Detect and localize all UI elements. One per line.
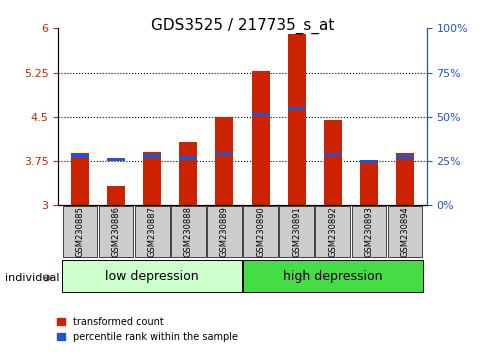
Text: individual: individual (5, 273, 59, 283)
FancyBboxPatch shape (315, 206, 349, 257)
FancyBboxPatch shape (242, 260, 423, 292)
Bar (251, 113, 269, 116)
Bar (143, 154, 161, 158)
Legend: transformed count, percentile rank within the sample: transformed count, percentile rank withi… (53, 313, 241, 346)
Bar (71, 154, 89, 158)
Text: GSM230891: GSM230891 (291, 206, 301, 257)
Bar (179, 142, 197, 205)
Bar (323, 120, 341, 205)
Bar (143, 152, 161, 205)
Bar (215, 152, 233, 155)
FancyBboxPatch shape (351, 206, 386, 257)
Bar (251, 71, 269, 205)
Text: GSM230887: GSM230887 (147, 206, 156, 257)
Bar (359, 160, 377, 205)
Bar (215, 117, 233, 205)
FancyBboxPatch shape (62, 206, 97, 257)
FancyBboxPatch shape (207, 206, 242, 257)
FancyBboxPatch shape (387, 206, 422, 257)
Text: GSM230894: GSM230894 (400, 206, 409, 257)
Text: GDS3525 / 217735_s_at: GDS3525 / 217735_s_at (151, 18, 333, 34)
FancyBboxPatch shape (170, 206, 205, 257)
FancyBboxPatch shape (135, 206, 169, 257)
FancyBboxPatch shape (242, 206, 277, 257)
Text: GSM230886: GSM230886 (111, 206, 120, 257)
Bar (287, 34, 305, 205)
Text: GSM230889: GSM230889 (219, 206, 228, 257)
Bar (71, 153, 89, 205)
Text: low depression: low depression (105, 270, 198, 282)
Text: high depression: high depression (283, 270, 382, 282)
Bar (107, 187, 125, 205)
FancyBboxPatch shape (279, 206, 314, 257)
Text: GSM230892: GSM230892 (328, 206, 337, 257)
Bar (395, 155, 413, 159)
Bar (107, 158, 125, 161)
Text: GSM230885: GSM230885 (75, 206, 84, 257)
FancyBboxPatch shape (98, 206, 133, 257)
Bar (395, 153, 413, 205)
Text: GSM230893: GSM230893 (364, 206, 373, 257)
Text: GSM230890: GSM230890 (256, 206, 265, 257)
Bar (359, 160, 377, 164)
FancyBboxPatch shape (61, 260, 242, 292)
Text: GSM230888: GSM230888 (183, 206, 193, 257)
Bar (179, 156, 197, 160)
Bar (323, 153, 341, 156)
Bar (287, 107, 305, 110)
